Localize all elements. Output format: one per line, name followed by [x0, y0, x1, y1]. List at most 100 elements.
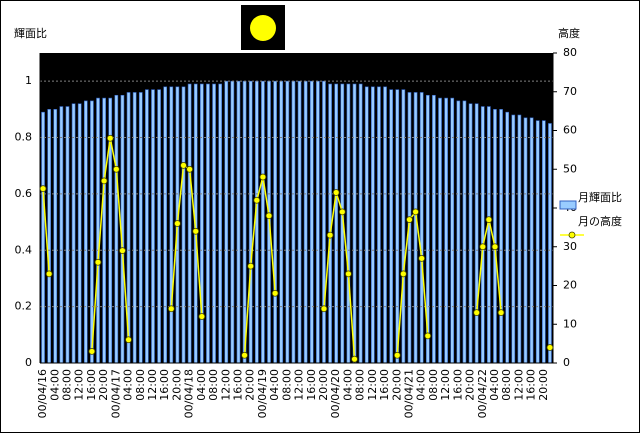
altitude-marker: [351, 355, 358, 363]
altitude-marker: [546, 344, 554, 351]
bar: [511, 114, 516, 364]
bar: [309, 80, 314, 364]
altitude-marker: [186, 165, 194, 173]
altitude-marker: [247, 262, 255, 270]
altitude-marker: [332, 189, 340, 196]
altitude-marker: [345, 270, 352, 278]
x-tick-label: 12:00: [293, 369, 306, 401]
altitude-marker: [265, 212, 273, 220]
altitude-marker: [198, 313, 206, 320]
bar: [523, 117, 528, 364]
bar: [53, 109, 58, 364]
x-tick-label: 08:00: [207, 369, 220, 401]
bar: [517, 114, 522, 364]
altitude-marker: [88, 347, 96, 355]
altitude-marker: [241, 351, 248, 359]
bar: [462, 100, 467, 364]
bar: [138, 92, 143, 364]
bar: [303, 80, 308, 364]
x-tick-label: 12:00: [146, 369, 159, 401]
x-tick-label: 20:00: [97, 369, 110, 401]
bar: [334, 83, 339, 364]
bar: [493, 109, 497, 364]
altitude-line: [396, 210, 429, 356]
y-tick-label: 1: [25, 74, 32, 87]
y2-tick-label: 20: [563, 279, 577, 292]
bar: [151, 89, 155, 364]
y2-axis-title: 高度: [558, 26, 580, 40]
x-tick-label: 20:00: [464, 369, 477, 401]
bar: [163, 86, 168, 364]
x-tick-label: 20:00: [537, 369, 550, 401]
altitude-marker: [485, 216, 493, 224]
x-tick-label: 08:00: [500, 369, 513, 401]
bar: [401, 89, 406, 364]
altitude-marker: [39, 185, 47, 193]
legend-label: 月輝面比: [578, 191, 622, 204]
x-tick-label: 08:00: [60, 369, 73, 401]
bar: [542, 120, 546, 364]
x-tick-label: 12:00: [219, 369, 232, 401]
bar: [480, 106, 485, 364]
bar: [413, 92, 418, 364]
bar: [41, 111, 45, 364]
bar: [487, 106, 491, 364]
y2-tick-label: 0: [563, 356, 570, 369]
altitude-line: [323, 192, 356, 360]
y2-tick-label: 60: [563, 124, 577, 137]
altitude-marker: [491, 243, 499, 251]
bar: [358, 83, 363, 364]
bar: [83, 100, 88, 364]
x-tick-label: 04:00: [195, 369, 208, 401]
bar: [322, 80, 326, 364]
x-tick-label: 16:00: [231, 369, 244, 401]
x-tick-label: 20:00: [390, 369, 403, 401]
altitude-marker: [106, 134, 114, 142]
bar: [114, 94, 119, 364]
x-tick-label: 08:00: [280, 369, 293, 401]
x-tick-label: 16:00: [451, 369, 464, 401]
x-tick-label: 00/04/22: [476, 369, 489, 418]
altitude-marker: [406, 216, 413, 224]
x-tick-label: 04:00: [415, 369, 428, 401]
bar: [316, 80, 320, 364]
x-tick-label: 16:00: [158, 369, 171, 401]
bar: [90, 100, 94, 364]
altitude-marker: [192, 227, 200, 235]
bar: [47, 109, 51, 364]
bar: [157, 89, 161, 364]
x-tick-label: 12:00: [439, 369, 452, 401]
bar: [346, 83, 351, 364]
altitude-line: [243, 176, 276, 356]
altitude-marker: [174, 220, 181, 227]
bar: [474, 103, 479, 364]
bar: [548, 123, 552, 364]
bar: [279, 80, 284, 364]
x-tick-label: 16:00: [378, 369, 391, 401]
x-tick-label: 08:00: [134, 369, 147, 401]
plot-area: [40, 53, 553, 363]
bar: [285, 80, 290, 364]
bar: [71, 103, 76, 364]
altitude-marker: [473, 309, 481, 317]
bar: [371, 86, 375, 364]
bar: [59, 106, 64, 364]
bar: [261, 80, 265, 364]
bar: [187, 83, 192, 364]
altitude-marker: [259, 173, 267, 181]
x-tick-label: 12:00: [512, 369, 525, 401]
bar: [383, 86, 387, 364]
bar: [395, 89, 400, 364]
y-tick-label: 0: [25, 356, 32, 369]
bar: [206, 83, 210, 364]
bar: [242, 80, 247, 364]
x-tick-label: 00/04/16: [36, 369, 49, 418]
bar: [77, 103, 82, 364]
altitude-marker: [424, 332, 432, 340]
bar: [273, 80, 277, 364]
bar: [218, 83, 222, 364]
bar: [529, 117, 534, 364]
y-tick-label: 0.4: [15, 243, 33, 256]
altitude-marker: [338, 208, 346, 216]
